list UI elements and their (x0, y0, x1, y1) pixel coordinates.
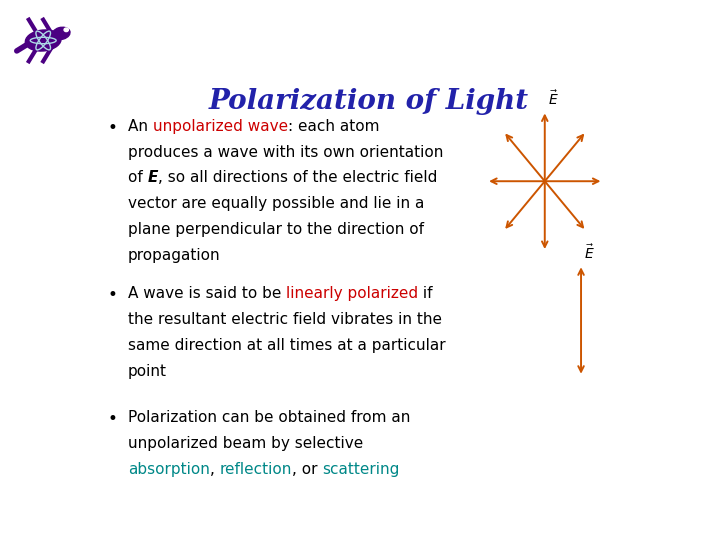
Text: scattering: scattering (323, 462, 400, 477)
Text: of: of (128, 171, 148, 185)
Text: the resultant electric field vibrates in the: the resultant electric field vibrates in… (128, 312, 442, 327)
Text: reflection: reflection (220, 462, 292, 477)
Text: absorption: absorption (128, 462, 210, 477)
Text: propagation: propagation (128, 248, 220, 263)
Text: linearly polarized: linearly polarized (286, 286, 418, 301)
Text: •: • (108, 119, 118, 137)
Text: same direction at all times at a particular: same direction at all times at a particu… (128, 338, 446, 353)
Text: Polarization of Light: Polarization of Light (209, 87, 529, 114)
Text: produces a wave with its own orientation: produces a wave with its own orientation (128, 145, 444, 160)
Text: plane perpendicular to the direction of: plane perpendicular to the direction of (128, 222, 424, 237)
Text: A wave is said to be: A wave is said to be (128, 286, 286, 301)
Circle shape (64, 28, 68, 31)
Text: Polarization can be obtained from an: Polarization can be obtained from an (128, 410, 410, 425)
FancyArrowPatch shape (17, 45, 27, 51)
Text: unpolarized beam by selective: unpolarized beam by selective (128, 436, 363, 451)
Text: unpolarized wave: unpolarized wave (153, 119, 288, 134)
Text: : each atom: : each atom (288, 119, 379, 134)
Text: $\vec{E}$: $\vec{E}$ (547, 90, 558, 109)
Text: •: • (108, 286, 118, 305)
Text: , or: , or (292, 462, 323, 477)
Text: if: if (418, 286, 433, 301)
Text: E: E (148, 171, 158, 185)
Text: ,: , (210, 462, 220, 477)
Text: •: • (108, 410, 118, 428)
Text: , so all directions of the electric field: , so all directions of the electric fiel… (158, 171, 437, 185)
Text: point: point (128, 364, 167, 379)
Text: $\vec{E}$: $\vec{E}$ (584, 244, 595, 262)
Ellipse shape (53, 27, 70, 39)
Ellipse shape (25, 30, 61, 51)
Text: An: An (128, 119, 153, 134)
Text: vector are equally possible and lie in a: vector are equally possible and lie in a (128, 196, 424, 211)
